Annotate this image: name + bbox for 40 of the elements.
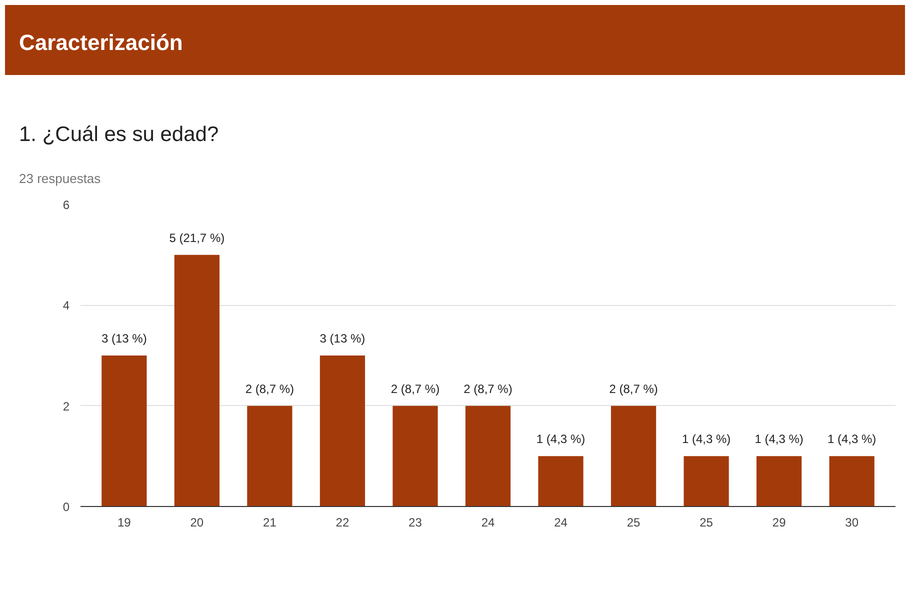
x-tick-label: 23 bbox=[408, 516, 422, 530]
bar bbox=[829, 456, 874, 506]
bar bbox=[320, 356, 366, 506]
x-tick-label: 30 bbox=[845, 516, 859, 530]
y-tick-label: 0 bbox=[62, 500, 70, 514]
x-tick-label: 22 bbox=[336, 516, 350, 530]
bar bbox=[610, 406, 656, 506]
x-tick-label: 24 bbox=[481, 516, 495, 530]
data-label: 1 (4,3 %) bbox=[827, 432, 876, 446]
y-tick-label: 6 bbox=[62, 198, 70, 212]
bar bbox=[756, 456, 802, 506]
x-tick-label: 25 bbox=[700, 516, 714, 530]
data-label: 3 (13 %) bbox=[320, 332, 366, 346]
bar bbox=[102, 356, 147, 506]
chart-subtitle: 23 respuestas bbox=[19, 170, 101, 188]
bar bbox=[392, 406, 438, 506]
data-label: 5 (21,7 %) bbox=[169, 230, 225, 245]
data-label: 2 (8,7 %) bbox=[609, 382, 658, 396]
x-tick-label: 20 bbox=[190, 516, 204, 530]
data-label: 3 (13 %) bbox=[101, 332, 147, 346]
x-tick-label: 24 bbox=[554, 516, 568, 530]
bar bbox=[538, 456, 584, 506]
bar bbox=[465, 406, 511, 506]
x-tick-label: 25 bbox=[626, 516, 641, 530]
data-label: 2 (8,7 %) bbox=[464, 382, 512, 396]
y-tick-label: 4 bbox=[62, 298, 70, 313]
y-tick-label: 2 bbox=[62, 399, 70, 414]
data-label: 1 (4,3 %) bbox=[754, 432, 804, 446]
data-label: 2 (8,7 %) bbox=[390, 382, 440, 396]
data-label: 2 (8,7 %) bbox=[245, 382, 294, 396]
chart-title: 1. ¿Cuál es su edad? bbox=[19, 122, 219, 148]
bar bbox=[247, 406, 292, 506]
x-tick-label: 21 bbox=[263, 516, 277, 530]
x-tick-label: 19 bbox=[117, 516, 132, 530]
data-label: 1 (4,3 %) bbox=[682, 432, 731, 446]
bar bbox=[684, 456, 729, 506]
x-tick-label: 29 bbox=[772, 516, 786, 530]
data-label: 1 (4,3 %) bbox=[536, 432, 586, 446]
bar bbox=[174, 254, 220, 506]
text: Caracterización bbox=[19, 29, 183, 57]
